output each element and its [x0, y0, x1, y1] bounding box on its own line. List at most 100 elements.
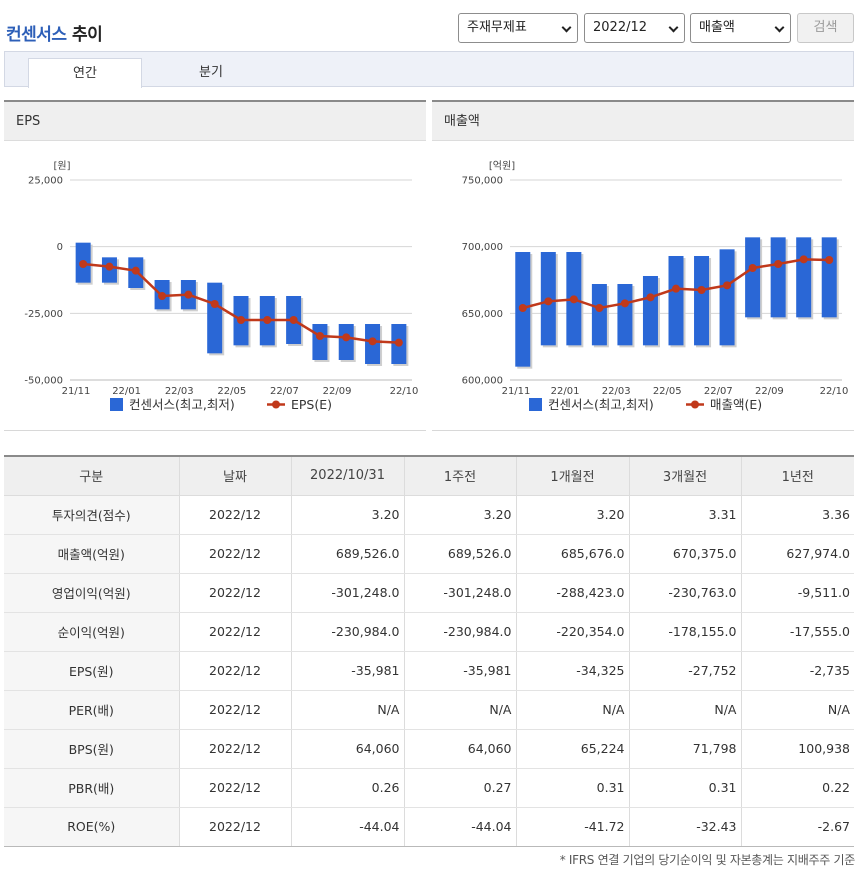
- column-header: 날짜: [178, 455, 291, 496]
- x-tick-label: 21/11: [62, 386, 91, 397]
- x-tick-label: 22/03: [602, 386, 631, 397]
- row-label: BPS(원): [4, 729, 179, 769]
- range-bar: [719, 249, 735, 346]
- period-select[interactable]: 2022/12: [584, 13, 685, 43]
- estimate-point: [105, 262, 114, 271]
- table-cell: -27,752: [628, 650, 741, 691]
- eps-chart-panel: EPS [원] 25,000 0 -25,000 -50,000 21/11 22/01 22…: [4, 100, 426, 431]
- x-tick-label: 22/07: [270, 386, 299, 397]
- row-label: 영업이익(억원): [4, 573, 179, 613]
- table-cell: -32.43: [628, 807, 741, 847]
- table-cell: 2022/12: [178, 690, 291, 730]
- table-cell: -2.67: [740, 807, 854, 847]
- title-highlight: 컨센서스: [6, 25, 67, 45]
- table-cell: 0.26: [290, 768, 404, 808]
- table-row: 매출액(억원) 2022/12 689,526.0 689,526.0 685,676.…: [4, 534, 854, 574]
- table-cell: N/A: [628, 690, 741, 730]
- table-cell: N/A: [290, 690, 404, 730]
- table-cell: 2022/12: [178, 612, 291, 652]
- table-cell: 2022/12: [178, 495, 291, 535]
- table-cell: 64,060: [290, 729, 404, 769]
- table-cell: 689,526.0: [403, 534, 516, 574]
- tab-quarterly[interactable]: 분기: [199, 65, 223, 80]
- table-cell: -220,354.0: [515, 612, 629, 652]
- table-cell: -35,981: [290, 650, 404, 691]
- row-label: EPS(원): [4, 650, 179, 691]
- table-cell: -288,423.0: [515, 573, 629, 613]
- x-tick-label: 21/11: [502, 386, 531, 397]
- estimate-point: [799, 255, 808, 264]
- metric-select[interactable]: 매출액: [690, 13, 791, 43]
- y-axis-unit: [원]: [53, 160, 70, 172]
- table-cell: 689,526.0: [290, 534, 404, 574]
- range-bar: [821, 237, 837, 318]
- x-tick-label: 22/09: [323, 386, 352, 397]
- table-cell: 0.22: [740, 768, 854, 808]
- estimate-point: [394, 338, 403, 347]
- sales-chart-panel: 매출액 [억원] 750,000 700,000 650,000 600,000 21/1…: [432, 100, 854, 431]
- row-label: PBR(배): [4, 768, 179, 808]
- estimate-point: [723, 281, 732, 290]
- search-button[interactable]: 검색: [797, 13, 854, 43]
- table-cell: 627,974.0: [740, 534, 854, 574]
- chevron-down-icon: [561, 22, 572, 33]
- tab-annual[interactable]: 연간: [28, 58, 142, 88]
- table-row: ROE(%) 2022/12 -44.04 -44.04 -41.72 -32.43 -2.…: [4, 807, 854, 847]
- y-tick-label: -25,000: [24, 309, 63, 320]
- y-axis-unit: [억원]: [489, 160, 515, 172]
- y-tick-label: 600,000: [462, 376, 503, 387]
- estimate-point: [646, 293, 655, 302]
- table-cell: -230,763.0: [628, 573, 741, 613]
- table-cell: 3.20: [290, 495, 404, 535]
- table-cell: -178,155.0: [628, 612, 741, 652]
- estimate-point: [774, 260, 783, 268]
- estimate-point: [79, 260, 88, 268]
- range-bar: [745, 237, 761, 318]
- estimate-point: [518, 304, 527, 312]
- estimate-point: [184, 290, 193, 299]
- x-tick-label: 22/05: [217, 386, 246, 397]
- table-cell: -301,248.0: [290, 573, 404, 613]
- table-cell: 65,224: [515, 729, 629, 769]
- estimate-point: [289, 316, 298, 324]
- table-cell: 64,060: [403, 729, 516, 769]
- table-cell: 685,676.0: [515, 534, 629, 574]
- estimate-point: [672, 284, 680, 293]
- row-label: PER(배): [4, 690, 179, 730]
- statement-type-select[interactable]: 주재무제표: [458, 13, 578, 43]
- range-bar: [591, 284, 607, 346]
- table-row: EPS(원) 2022/12 -35,981 -35,981 -34,325 -27,75…: [4, 650, 854, 691]
- table-row: 영업이익(억원) 2022/12 -301,248.0 -301,248.0 -288,…: [4, 573, 854, 613]
- row-label: 매출액(억원): [4, 534, 179, 574]
- page-title: 컨센서스 추이: [6, 20, 103, 45]
- table-cell: 3.20: [515, 495, 629, 535]
- table-cell: -17,555.0: [740, 612, 854, 652]
- table-cell: 0.31: [628, 768, 741, 808]
- x-tick-label: 22/01: [112, 386, 141, 397]
- table-cell: N/A: [515, 690, 629, 730]
- estimate-point: [620, 299, 629, 308]
- table-cell: 100,938: [740, 729, 854, 769]
- column-header: 1개월전: [515, 455, 629, 496]
- range-bar: [642, 276, 658, 346]
- table-cell: -230,984.0: [403, 612, 516, 652]
- table-cell: 2022/12: [178, 573, 291, 613]
- range-bar: [617, 284, 633, 346]
- footnote: * IFRS 연결 기업의 당기순이익 및 자본총계는 지배주주 기준: [559, 853, 856, 867]
- column-header: 1년전: [740, 455, 854, 496]
- row-label: 투자의견(점수): [4, 495, 179, 535]
- estimate-point: [158, 292, 167, 300]
- table-cell: 670,375.0: [628, 534, 741, 574]
- chevron-down-icon: [774, 22, 785, 33]
- x-tick-label: 22/07: [704, 386, 733, 397]
- estimate-point: [237, 316, 245, 324]
- y-tick-label: 25,000: [28, 176, 63, 187]
- table-cell: 0.31: [515, 768, 629, 808]
- x-tick-label: 22/03: [165, 386, 194, 397]
- table-cell: N/A: [740, 690, 854, 730]
- table-header-row: 구분 날짜 2022/10/31 1주전 1개월전 3개월전 1년전: [4, 455, 854, 496]
- sales-chart-title: 매출액: [432, 100, 854, 141]
- table-row: PER(배) 2022/12 N/A N/A N/A N/A N/A: [4, 690, 854, 730]
